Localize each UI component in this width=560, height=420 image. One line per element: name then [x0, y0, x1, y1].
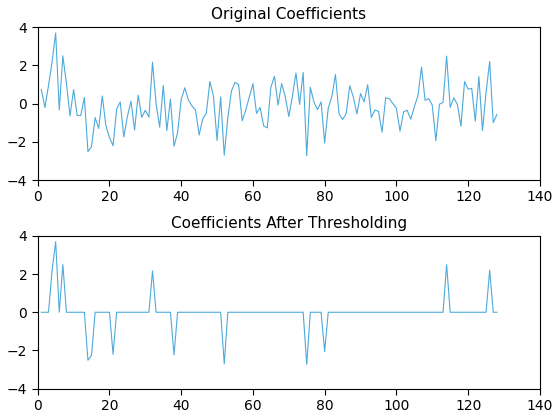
Title: Coefficients After Thresholding: Coefficients After Thresholding: [171, 215, 407, 231]
Title: Original Coefficients: Original Coefficients: [211, 7, 366, 22]
